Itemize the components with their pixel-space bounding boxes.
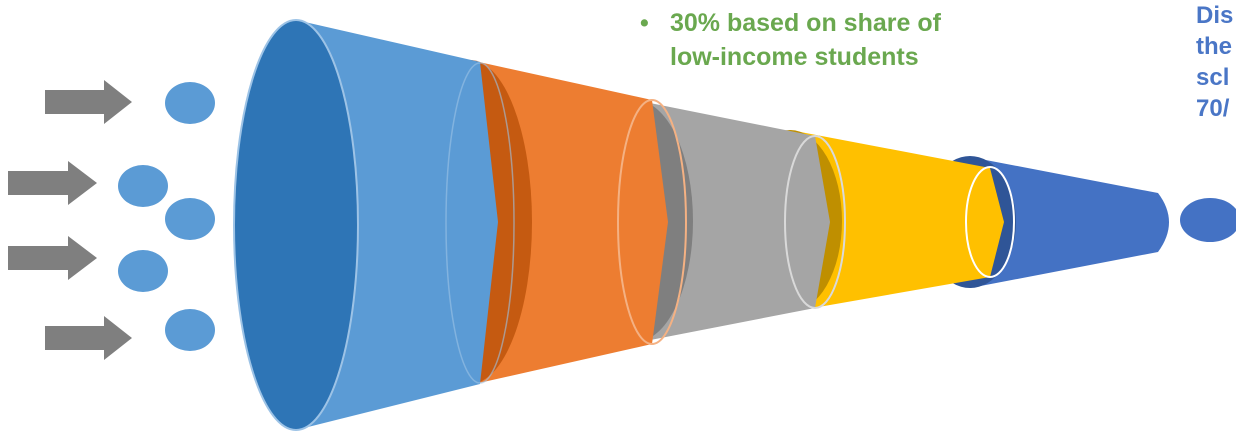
bullet-line-2: low-income students bbox=[670, 43, 919, 71]
input-dot bbox=[165, 198, 215, 240]
right-caption-line-4: 70/ bbox=[1196, 95, 1230, 122]
input-dot bbox=[118, 165, 168, 207]
bullet-line-1: 30% based on share of bbox=[670, 9, 941, 37]
arrow-right-icon bbox=[45, 316, 132, 360]
right-caption-line-3: scl bbox=[1196, 64, 1230, 91]
input-arrows bbox=[8, 80, 132, 360]
arrow-right-icon bbox=[8, 161, 97, 205]
right-caption: Dis the scl 70/ bbox=[1196, 0, 1236, 124]
output-dot bbox=[1180, 198, 1236, 242]
input-dots bbox=[118, 82, 215, 351]
right-caption-line-2: the bbox=[1196, 33, 1232, 60]
bullet-marker: • bbox=[640, 9, 649, 37]
right-caption-line-1: Dis bbox=[1196, 2, 1234, 29]
input-dot bbox=[165, 309, 215, 351]
bullet-note: • 30% based on share of low-income stude… bbox=[640, 6, 1060, 74]
input-dot bbox=[118, 250, 168, 292]
arrow-right-icon bbox=[8, 236, 97, 280]
input-dot bbox=[165, 82, 215, 124]
arrow-right-icon bbox=[45, 80, 132, 124]
funnel-stage-1 bbox=[233, 19, 515, 431]
